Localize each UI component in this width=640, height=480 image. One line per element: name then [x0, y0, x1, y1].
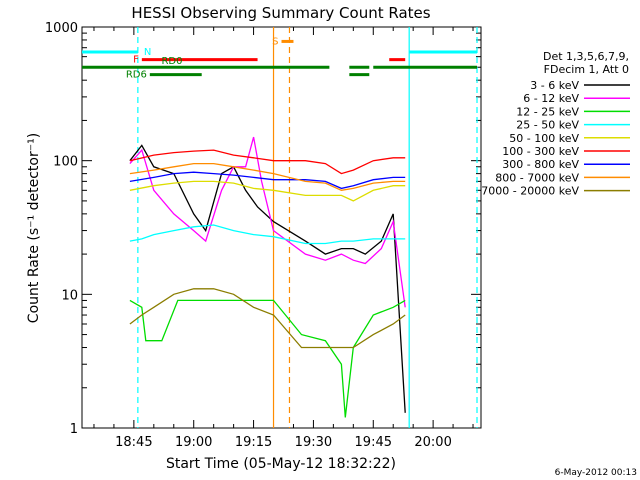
y-tick-label: 1000 — [45, 21, 78, 36]
x-tick-label: 18:45 — [115, 435, 152, 450]
y-axis-label: Count Rate (s⁻¹ detector⁻¹) — [26, 133, 42, 323]
x-tick-label: 20:00 — [414, 435, 451, 450]
y-tick-label: 10 — [61, 288, 78, 303]
legend-label: 3 - 6 keV — [530, 79, 579, 92]
y-tick-label: 100 — [53, 155, 78, 170]
legend-label: 300 - 800 keV — [502, 158, 579, 171]
flag-label-rd6: RD6 — [126, 70, 147, 81]
flag-label-s: S — [272, 36, 278, 47]
legend-label: 100 - 300 keV — [502, 145, 579, 158]
series-line-800-7000-kev — [129, 162, 406, 191]
series-line-300-800-kev — [129, 171, 406, 190]
series-line-100-300-kev — [129, 149, 406, 175]
legend-label: 50 - 100 keV — [509, 132, 579, 145]
flag-label-n: N — [144, 47, 151, 58]
legend: Det 1,3,5,6,7,9,FDecim 1, Att 0 3 - 6 keV… — [481, 50, 630, 198]
legend-label: 12 - 25 keV — [516, 105, 579, 118]
x-tick-label: 19:00 — [175, 435, 212, 450]
legend-header-line: Det 1,3,5,6,7,9, — [543, 50, 629, 63]
x-tick-label: 19:45 — [355, 435, 392, 450]
x-axis-label: Start Time (05-May-12 18:32:22) — [166, 456, 396, 472]
series-line-7000-20000-kev — [129, 288, 406, 349]
legend-label: 6 - 12 keV — [523, 92, 579, 105]
chart-title: HESSI Observing Summary Count Rates — [131, 4, 430, 22]
y-tick-label: 1 — [70, 422, 78, 437]
flag-label-f: F — [133, 55, 139, 66]
series-line-6-12-kev — [129, 136, 406, 308]
series-line-50-100-kev — [129, 180, 406, 202]
flag-label-rd0: RD0 — [161, 56, 182, 67]
plot-frame — [81, 26, 482, 429]
x-tick-label: 19:30 — [295, 435, 332, 450]
footer-date: 6-May-2012 00:13 — [555, 468, 637, 478]
legend-label: 25 - 50 keV — [516, 119, 579, 132]
legend-header-line: FDecim 1, Att 0 — [544, 63, 629, 76]
legend-label: 800 - 7000 keV — [495, 171, 579, 184]
series-line-12-25-kev — [129, 299, 406, 418]
series-line-25-50-kev — [129, 224, 406, 245]
legend-label: 7000 - 20000 keV — [481, 185, 579, 198]
x-tick-label: 19:15 — [235, 435, 272, 450]
plot-area: 1 10 100 1000 18:45 19:00 19:15 19:30 19:45 20:00… — [45, 21, 482, 450]
